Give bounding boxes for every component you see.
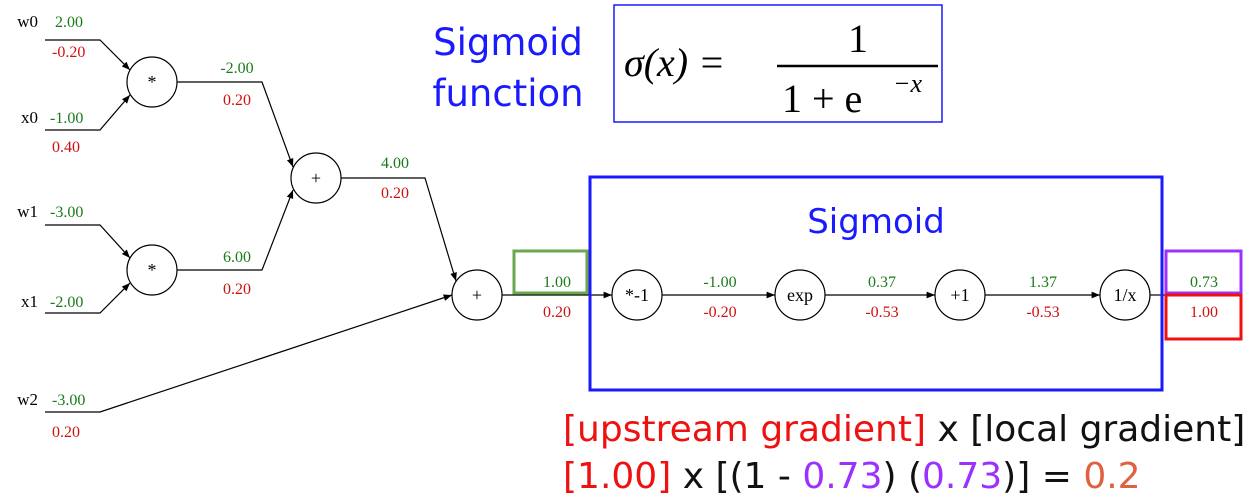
edge [45,224,131,259]
node-value: 1.37 [1029,274,1057,291]
input-value: 2.00 [55,14,83,31]
edge [45,94,131,131]
node-op: exp [787,285,813,305]
node-gradient: -0.53 [865,304,898,321]
edge [45,294,453,413]
inputs: w0 2.00 -0.20 x0 -1.00 0.40 w1 -3.00 x1 … [17,12,85,441]
node [774,269,826,321]
edge [341,177,457,282]
explanation-part: 0.73 [802,456,882,497]
node-value: 1.00 [543,274,571,291]
explanation-part: [upstream gradient] [563,409,926,450]
node-value: -2.00 [220,60,253,77]
node-value: -1.00 [703,274,736,291]
input-gradient: 0.40 [52,139,80,156]
formula-numerator: 1 [848,16,868,61]
node-gradient: 0.20 [543,304,571,321]
input-gradient: 0.20 [52,424,80,441]
node-gradient: 0.20 [381,185,409,202]
node-value: 4.00 [381,155,409,172]
node-op: + [472,285,482,305]
nodes: * -2.00 0.20 * 6.00 0.20 + 4.00 0.20 + 1… [126,56,1218,321]
node-op: + [311,168,321,188]
node [611,269,663,321]
input-value: -3.00 [52,392,85,409]
input-name: x0 [21,108,38,127]
edge [45,39,131,71]
output-highlight [1164,249,1243,295]
explanation-part: ) ( [882,456,922,497]
caption: Sigmoid [433,21,583,64]
edges [45,39,1166,413]
explanation-part: 0.2 [1083,456,1140,497]
node [451,269,503,321]
node [1099,269,1151,321]
gradient-highlight [1164,293,1243,341]
node-value: 0.37 [868,274,896,291]
box-title: Sigmoid [807,202,945,242]
explanation-line: [1.00] x [(1 - 0.73) (0.73)] = 0.2 [563,456,1141,497]
formula: σ(x) = 1 1 + e −x [624,16,938,121]
formula-lhs: σ(x) = [624,40,725,85]
node [126,56,178,108]
node [290,152,342,204]
node [934,269,986,321]
explanation-part: )] = [1002,456,1083,497]
explanation-part: [1.00] [563,456,671,497]
input-name: w2 [17,390,38,409]
edge [45,282,131,314]
explanation-line: [upstream gradient] x [local gradient] [563,409,1245,450]
input-name: w0 [17,12,38,31]
node-op: *-1 [625,285,649,305]
node [126,244,178,296]
node-gradient: 0.20 [223,281,251,298]
formula-box [613,4,943,123]
explanation-part: x [local gradient] [926,409,1245,450]
input-name: x1 [21,292,38,311]
node-op: 1/x [1113,285,1136,305]
sigmoid-box [588,175,1164,392]
edge [177,189,294,271]
edge [177,81,294,168]
node-value: 6.00 [223,249,251,266]
node-op: * [148,72,157,92]
input-value: -1.00 [50,110,83,127]
explanation-part: 0.73 [922,456,1002,497]
input-highlight [512,249,589,295]
node-gradient: -0.53 [1026,304,1059,321]
node-value: 0.73 [1190,274,1218,291]
formula-exponent: −x [893,69,923,98]
caption: function [432,72,583,115]
input-gradient: -0.20 [52,44,85,61]
input-value: -3.00 [50,204,83,221]
node-gradient: -0.20 [703,304,736,321]
node-op: * [148,260,157,280]
input-value: -2.00 [50,294,83,311]
input-name: w1 [17,202,38,221]
node-gradient: 0.20 [223,92,251,109]
explanation-part: x [(1 - [671,456,802,497]
formula-denominator: 1 + e [782,76,862,121]
node-op: +1 [950,285,969,305]
node-gradient: 1.00 [1190,304,1218,321]
